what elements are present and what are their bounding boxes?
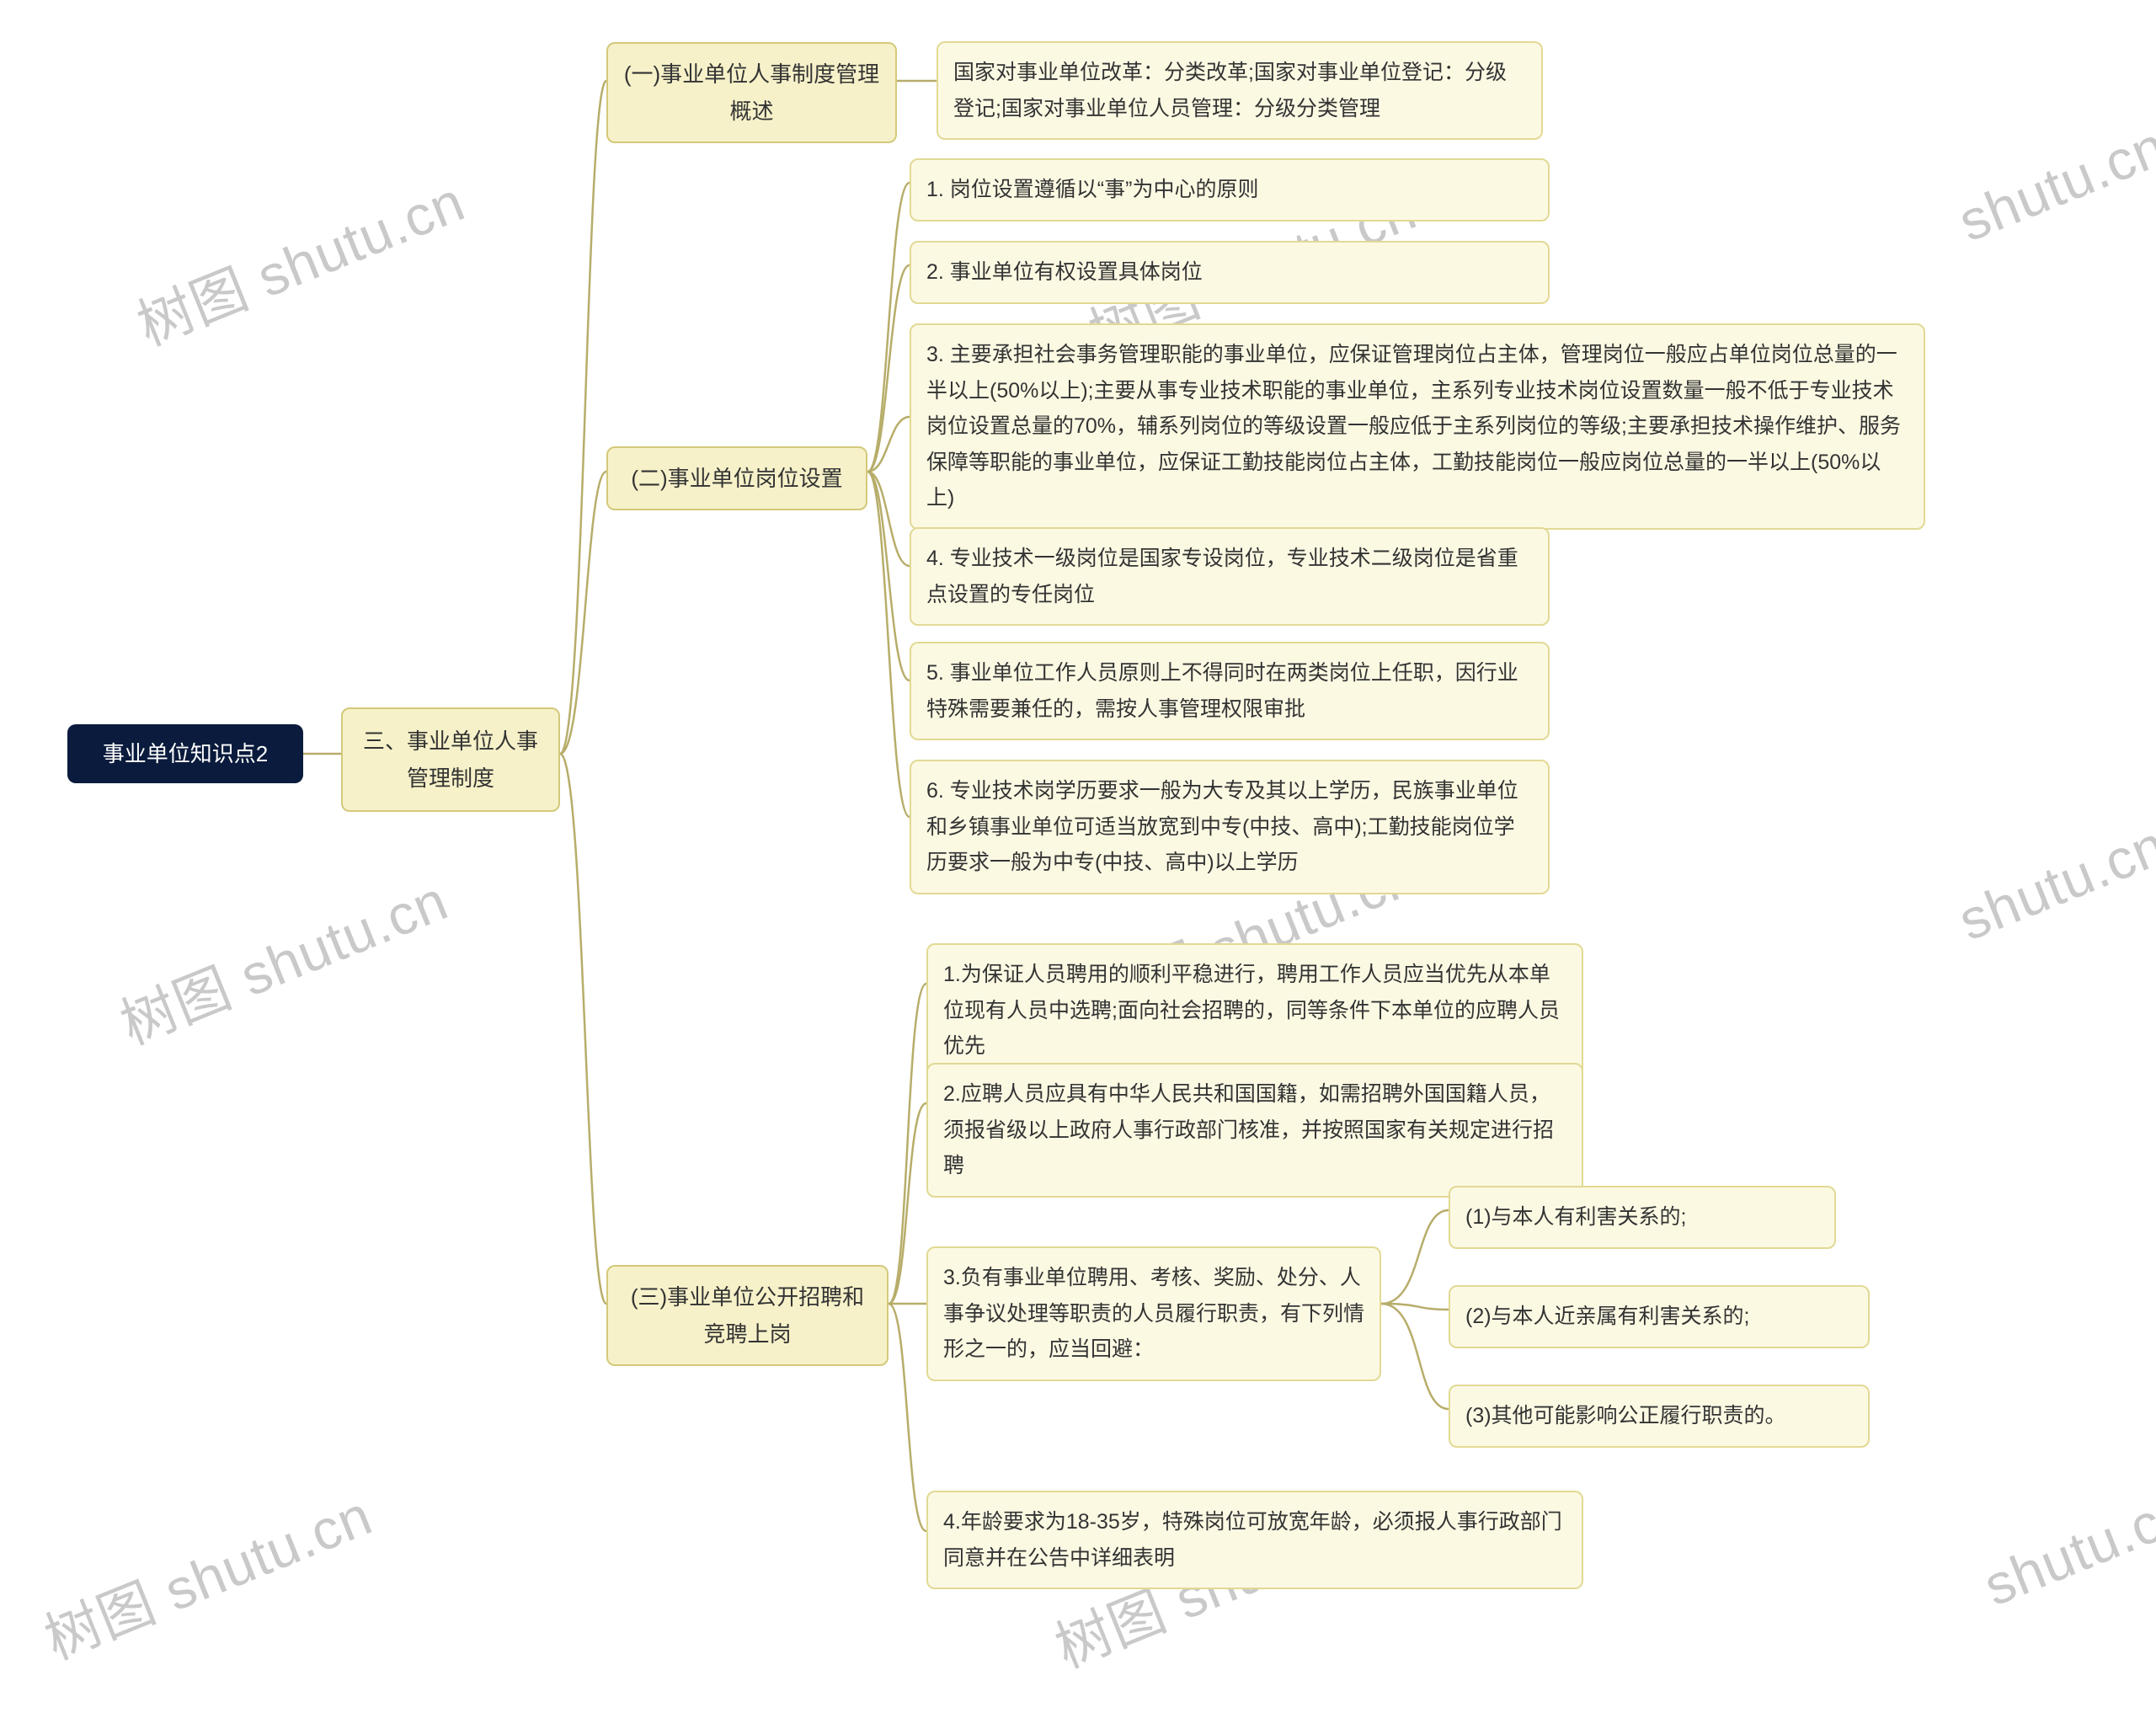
section3-item-1: 1.为保证人员聘用的顺利平稳进行，聘用工作人员应当优先从本单位现有人员中选聘;面… [926,943,1583,1078]
section3-item-3-sub-2: (2)与本人近亲属有利害关系的; [1449,1285,1870,1348]
watermark: 树图 shutu.cn [107,856,458,1061]
section2-title[interactable]: (二)事业单位岗位设置 [606,446,867,510]
section2-item-2: 2. 事业单位有权设置具体岗位 [910,241,1550,304]
watermark: shutu.cn [1975,1478,2156,1619]
watermark: 树图 shutu.cn [31,1471,382,1676]
root-node[interactable]: 事业单位知识点2 [67,724,303,783]
section1-title[interactable]: (一)事业单位人事制度管理概述 [606,42,897,143]
section2-item-5: 5. 事业单位工作人员原则上不得同时在两类岗位上任职，因行业特殊需要兼任的，需按… [910,642,1550,740]
section2-item-4: 4. 专业技术一级岗位是国家专设岗位，专业技术二级岗位是省重点设置的专任岗位 [910,527,1550,626]
section2-item-1: 1. 岗位设置遵循以“事”为中心的原则 [910,158,1550,221]
section1-detail: 国家对事业单位改革：分类改革;国家对事业单位登记：分级登记;国家对事业单位人员管… [937,41,1543,140]
watermark: 树图 shutu.cn [124,157,475,362]
section3-item-2: 2.应聘人员应具有中华人民共和国国籍，如需招聘外国国籍人员，须报省级以上政府人事… [926,1063,1583,1198]
watermark: shutu.cn [1950,813,2156,953]
section3-item-3: 3.负有事业单位聘用、考核、奖励、处分、人事争议处理等职责的人员履行职责，有下列… [926,1246,1381,1381]
watermark: shutu.cn [1950,114,2156,254]
section2-item-3: 3. 主要承担社会事务管理职能的事业单位，应保证管理岗位占主体，管理岗位一般应占… [910,323,1925,530]
section3-title[interactable]: (三)事业单位公开招聘和竞聘上岗 [606,1265,889,1366]
section3-item-4: 4.年龄要求为18-35岁，特殊岗位可放宽年龄，必须报人事行政部门同意并在公告中… [926,1491,1583,1589]
section2-item-6: 6. 专业技术岗学历要求一般为大专及其以上学历，民族事业单位和乡镇事业单位可适当… [910,760,1550,894]
section3-item-3-sub-3: (3)其他可能影响公正履行职责的。 [1449,1385,1870,1448]
level1-node[interactable]: 三、事业单位人事管理制度 [341,707,560,812]
section3-item-3-sub-1: (1)与本人有利害关系的; [1449,1186,1836,1249]
